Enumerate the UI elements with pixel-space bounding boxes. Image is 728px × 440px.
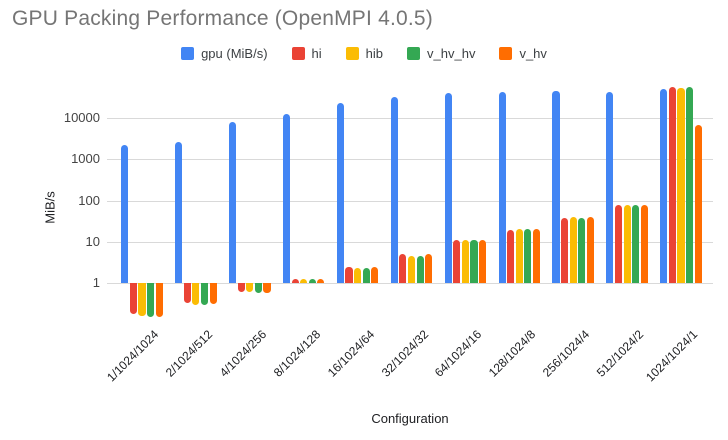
bar-hib-512-1024-2[interactable]	[623, 204, 631, 283]
bar-hib-2-1024-512[interactable]	[192, 283, 200, 305]
bar-gpu-mib-s--4-1024-256[interactable]	[229, 122, 237, 283]
bar-v-hv-1-1024-1024[interactable]	[155, 283, 163, 317]
legend-swatch-icon	[407, 46, 421, 60]
bar-v-hv-hv-64-1024-16[interactable]	[470, 240, 478, 283]
bar-v-hv-hv-16-1024-64[interactable]	[362, 268, 370, 283]
y-axis-tick-label: 1000	[71, 151, 100, 166]
bar-hi-32-1024-32[interactable]	[399, 254, 407, 283]
bar-v-hv-hv-256-1024-4[interactable]	[578, 217, 586, 283]
bar-hi-16-1024-64[interactable]	[345, 267, 353, 283]
bar-v-hv-64-1024-16[interactable]	[479, 240, 487, 283]
bar-hib-32-1024-32[interactable]	[407, 255, 416, 283]
bar-gpu-mib-s--1024-1024-1[interactable]	[660, 88, 668, 283]
bar-gpu-mib-s--256-1024-4[interactable]	[552, 90, 560, 283]
bar-gpu-mib-s--16-1024-64[interactable]	[336, 103, 344, 283]
bar-gpu-mib-s--128-1024-8[interactable]	[498, 92, 506, 283]
bar-hi-8-1024-128[interactable]	[291, 279, 299, 283]
bar-v-hv-hv-8-1024-128[interactable]	[308, 279, 316, 283]
legend-swatch-icon	[181, 46, 195, 60]
legend-label: hi	[311, 45, 322, 61]
legend-label: v_hv_hv	[427, 45, 476, 61]
legend-item-gpu-mib-s-[interactable]: gpu (MiB/s)	[181, 45, 268, 61]
bar-hi-512-1024-2[interactable]	[614, 205, 623, 283]
x-axis-title: Configuration	[371, 411, 449, 426]
y-axis-tick-label: 100	[78, 193, 100, 208]
legend-label: gpu (MiB/s)	[201, 45, 268, 61]
bar-hi-128-1024-8[interactable]	[507, 229, 515, 283]
legend-label: hib	[365, 45, 384, 61]
legend-swatch-icon	[499, 46, 513, 60]
bar-hib-64-1024-16[interactable]	[461, 240, 469, 283]
bar-hib-256-1024-4[interactable]	[569, 217, 577, 283]
bar-hib-1-1024-1024[interactable]	[138, 283, 146, 316]
bar-hi-256-1024-4[interactable]	[561, 217, 569, 283]
legend-item-hi[interactable]: hi	[291, 45, 322, 61]
bar-hi-4-1024-256[interactable]	[237, 283, 245, 292]
bar-gpu-mib-s--64-1024-16[interactable]	[444, 93, 452, 283]
bar-hib-1024-1024-1[interactable]	[677, 88, 685, 283]
legend-swatch-icon	[345, 46, 359, 60]
bar-gpu-mib-s--32-1024-32[interactable]	[390, 97, 398, 283]
legend-swatch-icon	[291, 46, 305, 60]
bar-gpu-mib-s--512-1024-2[interactable]	[606, 91, 614, 283]
bar-hi-2-1024-512[interactable]	[183, 283, 191, 303]
legend-item-v-hv-hv[interactable]: v_hv_hv	[407, 46, 475, 61]
bar-gpu-mib-s--2-1024-512[interactable]	[175, 142, 183, 283]
bar-hi-64-1024-16[interactable]	[453, 240, 461, 283]
bar-v-hv-hv-32-1024-32[interactable]	[416, 256, 424, 283]
gridline	[107, 242, 713, 243]
y-axis-tick-label: 10	[85, 234, 100, 249]
bar-v-hv-8-1024-128[interactable]	[317, 279, 325, 283]
legend-item-v-hv[interactable]: v_hv	[499, 45, 547, 61]
bar-v-hv-1024-1024-1[interactable]	[694, 124, 702, 283]
bar-v-hv-256-1024-4[interactable]	[586, 217, 594, 283]
bar-v-hv-hv-128-1024-8[interactable]	[524, 229, 532, 283]
legend: gpu (MiB/s) hi hib v_hv_hv v_hv	[0, 44, 728, 62]
chart-title: GPU Packing Performance (OpenMPI 4.0.5)	[12, 7, 433, 30]
legend-item-hib[interactable]: hib	[345, 45, 384, 61]
bar-v-hv-hv-512-1024-2[interactable]	[632, 205, 640, 283]
bar-v-hv-32-1024-32[interactable]	[425, 254, 433, 283]
bar-v-hv-512-1024-2[interactable]	[640, 204, 648, 283]
y-axis-tick-label: 10000	[63, 110, 100, 125]
gridline	[107, 118, 713, 119]
bar-hib-8-1024-128[interactable]	[300, 279, 308, 283]
bar-gpu-mib-s--1-1024-1024[interactable]	[121, 145, 129, 283]
bar-v-hv-hv-1-1024-1024[interactable]	[147, 283, 155, 317]
bar-v-hv-128-1024-8[interactable]	[532, 229, 541, 283]
gridline	[107, 201, 713, 202]
bar-v-hv-hv-4-1024-256[interactable]	[254, 283, 262, 294]
gridline	[107, 283, 713, 284]
bar-v-hv-hv-1024-1024-1[interactable]	[686, 86, 694, 283]
bar-v-hv-4-1024-256[interactable]	[263, 283, 271, 293]
legend-label: v_hv	[519, 45, 547, 61]
bar-v-hv-2-1024-512[interactable]	[209, 283, 217, 304]
bar-hib-128-1024-8[interactable]	[515, 229, 523, 283]
bar-hib-4-1024-256[interactable]	[246, 283, 254, 293]
bar-hi-1024-1024-1[interactable]	[668, 87, 676, 283]
y-axis-tick-label: 1	[92, 275, 100, 290]
bar-hi-1-1024-1024[interactable]	[129, 283, 137, 314]
bar-v-hv-hv-2-1024-512[interactable]	[200, 283, 209, 306]
gridline	[107, 159, 713, 160]
bar-gpu-mib-s--8-1024-128[interactable]	[282, 114, 291, 283]
bar-hib-16-1024-64[interactable]	[354, 268, 362, 283]
bar-v-hv-16-1024-64[interactable]	[371, 267, 379, 283]
